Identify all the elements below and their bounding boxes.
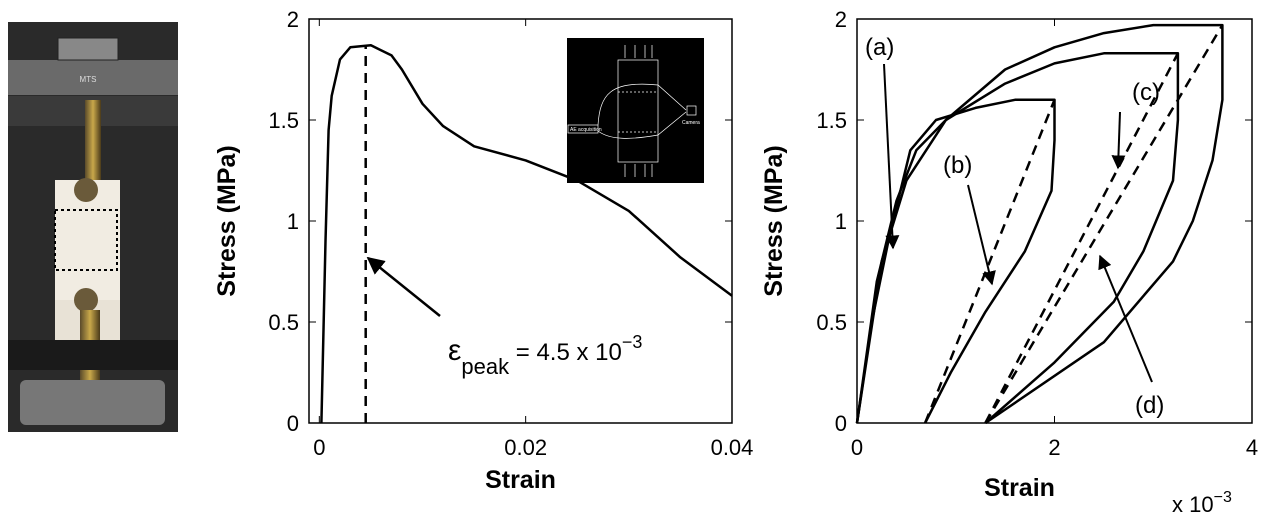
chart: 0 0.02 0.04 0 0.5 1 1.5 2 Strain Stress (MPa) εpea…: [213, 7, 753, 494]
x-tick-label: 0.04: [711, 435, 754, 460]
photo-label: MTS: [80, 75, 97, 84]
x-multiplier-base: x 10: [1172, 492, 1214, 517]
y-tick-label: 1: [287, 209, 299, 234]
y-tick-label: 2: [835, 7, 847, 32]
annotation: (d): [1135, 392, 1164, 419]
inset: AE acquisition Camera: [567, 38, 704, 183]
annotation: (c): [1132, 79, 1160, 106]
y-axis-label: Stress (MPa): [760, 145, 788, 296]
y-axis-label: Stress (MPa): [213, 145, 241, 296]
arrow: [967, 184, 996, 286]
annotation: (a): [865, 34, 894, 61]
chart: 0 2 4 0 0.5 1 1.5 2 Strain Stress (MPa) x 10−3 (a) (…: [760, 7, 1258, 517]
annotation-part: = 4.5 x 10: [509, 339, 622, 366]
x-tick-label: 0: [313, 435, 325, 460]
x-axis-label: Strain: [485, 466, 556, 494]
x-tick-label: 2: [1048, 435, 1060, 460]
x-tick-label: 0: [851, 435, 863, 460]
arrow: [366, 256, 441, 317]
annotation-part: ε: [448, 334, 461, 367]
line: [984, 52, 1180, 424]
y-tick-label: 0.5: [816, 310, 847, 335]
inset-label: AE acquisition: [570, 127, 602, 133]
line: [855, 23, 1224, 425]
x-multiplier: x 10−3: [1172, 489, 1232, 517]
y-tick-label: 2: [287, 7, 299, 32]
x-tick-label: 0.02: [504, 435, 547, 460]
line: [923, 99, 1056, 424]
photo: MTS: [8, 22, 178, 432]
y-tick-label: 0: [835, 411, 847, 436]
annotation-part: −3: [622, 332, 643, 352]
y-tick-label: 0: [287, 411, 299, 436]
y-tick-label: 1.5: [816, 108, 847, 133]
y-tick-label: 1.5: [268, 108, 299, 133]
arrow: [883, 63, 900, 250]
x-axis-label: Strain: [984, 474, 1055, 502]
annotation-part: peak: [461, 354, 510, 379]
line: [320, 44, 733, 424]
line: [855, 52, 1180, 424]
inset-label: Camera: [682, 120, 700, 126]
line: [855, 98, 1056, 424]
x-tick-label: 4: [1246, 435, 1258, 460]
annotation: (b): [943, 152, 972, 179]
line: [984, 24, 1224, 424]
arrow: [1098, 254, 1153, 383]
annotation: εpeak = 4.5 x 10−3: [448, 332, 642, 379]
y-tick-label: 0.5: [268, 310, 299, 335]
y-tick-label: 1: [835, 209, 847, 234]
x-multiplier-exponent: −3: [1214, 489, 1232, 506]
arrow: [1111, 111, 1126, 170]
